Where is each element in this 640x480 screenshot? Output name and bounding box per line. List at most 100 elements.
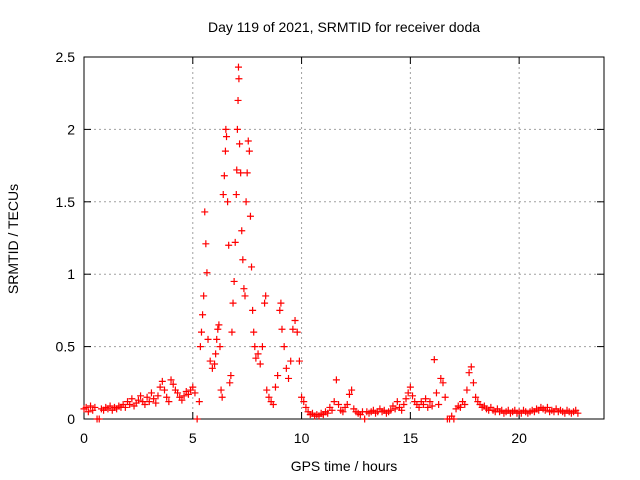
- data-point: [204, 335, 212, 343]
- data-point: [227, 372, 235, 380]
- y-tick-label: 0.5: [56, 339, 76, 355]
- y-tick-label: 1: [67, 266, 75, 282]
- data-point: [214, 325, 222, 333]
- data-point: [217, 386, 225, 394]
- data-point: [163, 393, 171, 401]
- data-point: [244, 137, 252, 145]
- data-point: [191, 389, 199, 397]
- data-point: [154, 392, 162, 400]
- data-point: [441, 393, 449, 401]
- data-point: [232, 191, 240, 199]
- data-point: [252, 354, 260, 362]
- data-point: [184, 390, 192, 398]
- data-point: [169, 380, 177, 388]
- data-point: [256, 360, 264, 368]
- data-point: [145, 398, 153, 406]
- data-point: [189, 383, 197, 391]
- data-point: [82, 403, 90, 411]
- data-point: [465, 369, 473, 377]
- x-tick-label: 10: [294, 430, 310, 446]
- data-point: [161, 386, 169, 394]
- data-point: [150, 395, 158, 403]
- data-point: [285, 374, 293, 382]
- data-point: [235, 75, 243, 83]
- data-point: [426, 398, 434, 406]
- data-point: [165, 398, 173, 406]
- data-point: [387, 406, 395, 414]
- data-point: [201, 208, 209, 216]
- data-point: [237, 169, 245, 177]
- data-point: [243, 169, 251, 177]
- y-tick-label: 2: [67, 121, 75, 137]
- data-point: [461, 401, 469, 409]
- data-point: [147, 389, 155, 397]
- data-point: [278, 325, 286, 333]
- data-point: [248, 263, 256, 271]
- data-point: [302, 403, 310, 411]
- data-point: [251, 343, 259, 351]
- data-point: [467, 363, 475, 371]
- data-point: [106, 402, 114, 410]
- data-point: [439, 379, 447, 387]
- data-point: [456, 403, 464, 411]
- x-tick-label: 0: [80, 430, 88, 446]
- data-point: [229, 299, 237, 307]
- data-point: [332, 376, 340, 384]
- data-point: [91, 403, 99, 411]
- data-point: [230, 277, 238, 285]
- data-point: [574, 409, 582, 417]
- data-point: [422, 395, 430, 403]
- data-point: [211, 360, 219, 368]
- data-point: [398, 406, 406, 414]
- data-point: [234, 96, 242, 104]
- data-point: [233, 166, 241, 174]
- data-point: [289, 325, 297, 333]
- data-point: [263, 386, 271, 394]
- data-point: [221, 147, 229, 155]
- data-point: [295, 357, 303, 365]
- data-point: [238, 227, 246, 235]
- data-point: [543, 403, 551, 411]
- grid-lines: [84, 57, 604, 419]
- data-point: [404, 389, 412, 397]
- x-axis-label: GPS time / hours: [291, 458, 398, 474]
- data-point: [195, 398, 203, 406]
- data-point: [233, 125, 241, 133]
- data-point: [134, 396, 142, 404]
- data-point: [250, 328, 258, 336]
- data-point: [180, 392, 188, 400]
- data-point: [126, 401, 134, 409]
- data-point: [206, 357, 214, 365]
- data-point: [419, 401, 427, 409]
- data-point: [95, 415, 103, 423]
- plot-frame: [83, 56, 605, 420]
- data-point: [345, 390, 353, 398]
- data-point: [291, 317, 299, 325]
- data-point: [430, 356, 438, 364]
- data-point: [152, 399, 160, 407]
- y-tick-label: 0: [67, 411, 75, 427]
- data-point: [245, 147, 253, 155]
- data-point: [225, 241, 233, 249]
- x-tick-label: 15: [403, 430, 419, 446]
- data-point: [348, 386, 356, 394]
- chart-title: Day 119 of 2021, SRMTID for receiver dod…: [208, 19, 480, 35]
- x-tick-label: 20: [511, 430, 527, 446]
- y-tick-label: 2.5: [56, 49, 76, 65]
- data-point: [271, 383, 279, 391]
- data-point: [300, 398, 308, 406]
- data-point: [469, 379, 477, 387]
- data-point: [220, 172, 228, 180]
- data-point: [472, 393, 480, 401]
- data-point: [393, 398, 401, 406]
- data-point: [280, 343, 288, 351]
- data-point: [277, 299, 285, 307]
- data-point: [215, 321, 223, 329]
- data-point: [234, 63, 242, 71]
- data-point: [121, 403, 129, 411]
- data-point: [196, 343, 204, 351]
- x-tick-label: 5: [189, 430, 197, 446]
- data-point: [254, 350, 262, 358]
- data-point: [435, 401, 443, 409]
